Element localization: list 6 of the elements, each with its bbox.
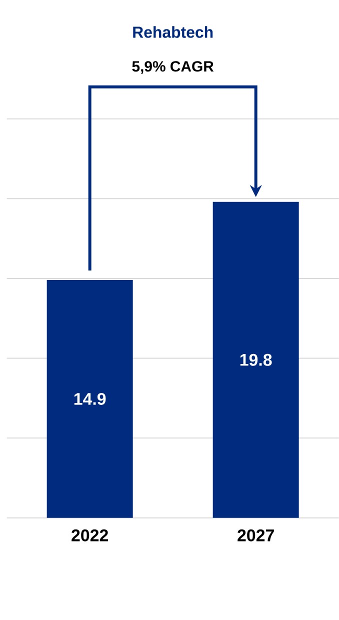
text: 5,9% CAGR bbox=[132, 61, 214, 74]
data-label: 14.9 bbox=[74, 392, 106, 405]
chart-title: Rehabtech bbox=[132, 26, 212, 38]
data-label: 19.8 bbox=[240, 354, 272, 366]
x-tick-label: 2022 bbox=[71, 529, 108, 542]
x-tick-label: 2027 bbox=[237, 529, 274, 542]
